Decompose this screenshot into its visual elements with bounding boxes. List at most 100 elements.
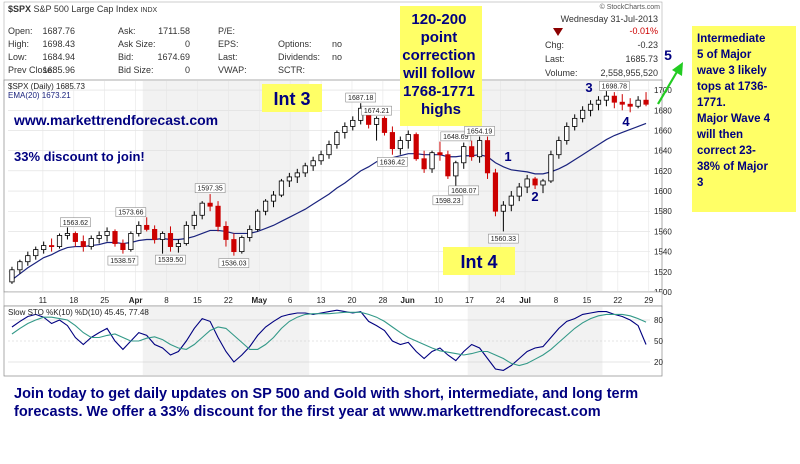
candle-body-20 — [167, 233, 174, 247]
last2-value: 1685.73 — [625, 54, 658, 64]
candle-body-78 — [627, 103, 633, 107]
data-label-10: 1654.19 — [467, 128, 492, 135]
candle-body-49 — [397, 140, 403, 150]
candle-body-69 — [556, 140, 562, 156]
wave4-label: 4 — [622, 114, 630, 129]
x-tick-9: 13 — [317, 296, 326, 305]
candle-body-5 — [48, 245, 55, 247]
data-label-box-7 — [361, 105, 392, 116]
candle-body-63 — [508, 195, 514, 206]
data-label-9: 1648.69 — [443, 134, 468, 141]
price-y-axis: 1500 1520 1540 1560 1580 1600 1620 1640 1660 1680… — [654, 86, 672, 297]
candle-body-46 — [373, 117, 380, 125]
high-label: High: — [8, 39, 29, 49]
candle-body-79 — [635, 99, 641, 107]
pe-label: P/E: — [218, 26, 235, 36]
data-label-box-6 — [345, 92, 376, 103]
data-label-3: 1539.50 — [158, 257, 183, 264]
candle-body-42 — [342, 126, 348, 133]
x-tick-20: 29 — [644, 296, 653, 305]
high-value: 1698.43 — [42, 39, 75, 49]
x-tick-10: 20 — [348, 296, 357, 305]
price-y-tick-8: 1660 — [654, 126, 672, 135]
chg-value: -0.23 — [637, 40, 658, 50]
stoch-y-tick-2: 80 — [654, 316, 663, 325]
candle-body-71 — [572, 117, 578, 127]
data-label-box-11 — [432, 195, 464, 206]
arrow-up-icon — [672, 62, 683, 76]
candle-body-62 — [500, 204, 506, 212]
x-tick-15: 24 — [496, 296, 505, 305]
candle-body-22 — [183, 224, 189, 244]
candle-body-24 — [199, 202, 205, 216]
data-label-box-4 — [194, 183, 226, 193]
x-tick-18: 15 — [582, 296, 591, 305]
candle-body-76 — [611, 95, 617, 103]
chg-label: Chg: — [545, 40, 564, 50]
candle-body-80 — [643, 99, 649, 105]
x-tick-19: 22 — [613, 296, 622, 305]
ask-value: 1711.58 — [158, 26, 190, 36]
candle-body-35 — [286, 176, 292, 182]
candle-body-32 — [262, 200, 269, 212]
candle-body-2 — [25, 255, 31, 263]
int3-box — [262, 84, 322, 112]
data-label-14: 1698.78 — [602, 83, 627, 90]
price-y-tick-6: 1620 — [654, 167, 672, 176]
candle-body-60 — [484, 140, 491, 174]
open-value: 1687.76 — [42, 26, 75, 36]
candle-body-77 — [619, 101, 625, 105]
data-label-2: 1573.66 — [118, 210, 143, 217]
x-tick-2: 25 — [100, 296, 109, 305]
x-tick-6: 22 — [224, 296, 233, 305]
eps-label: EPS: — [218, 39, 239, 49]
bidsize-value: 0 — [185, 65, 190, 75]
candle-body-10 — [88, 238, 94, 247]
candle-body-8 — [72, 233, 78, 242]
candle-body-50 — [405, 134, 411, 141]
data-label-11: 1598.23 — [435, 198, 460, 205]
candle-body-52 — [421, 158, 427, 170]
symbol-title: $SPX S&P 500 Large Cap Index INDX — [8, 4, 158, 14]
stoch-series-k — [11, 309, 647, 371]
ema-legend: EMA(20) 1673.21 — [8, 91, 71, 100]
candle-body-38 — [310, 160, 316, 167]
stoch-lines — [11, 309, 647, 371]
discount-text: 33% discount to join! — [14, 149, 145, 164]
header-panel — [3, 1, 663, 87]
data-label-7: 1674.21 — [364, 108, 389, 115]
candle-body-65 — [524, 178, 530, 188]
wave3-label: 3 — [585, 80, 592, 95]
candle-body-74 — [595, 99, 602, 105]
x-tick-5: 15 — [193, 296, 202, 305]
bid-label: Bid: — [118, 52, 134, 62]
down-arrow-icon — [553, 28, 563, 36]
ask-label: Ask: — [118, 26, 136, 36]
wave2-label: 2 — [531, 189, 538, 204]
wave5-label: 5 — [664, 47, 672, 63]
prevclose-label: Prev Close: — [8, 65, 55, 75]
candle-body-4 — [41, 245, 47, 250]
correction-text: 120-200 point correction will follow 176… — [402, 11, 480, 118]
candle-body-58 — [469, 146, 475, 158]
x-tick-7: May — [251, 296, 267, 305]
data-label-box-13 — [488, 233, 519, 244]
volume-value: 2,558,955,520 — [600, 68, 658, 78]
dividends-label: Dividends: — [278, 52, 320, 62]
candle-body-64 — [516, 186, 522, 197]
data-label-box-1 — [107, 255, 139, 266]
candle-body-68 — [548, 154, 554, 182]
price-y-tick-3: 1560 — [654, 227, 672, 236]
x-tick-3: Apr — [129, 296, 143, 305]
candle-body-33 — [270, 194, 277, 202]
correction-box — [400, 6, 482, 126]
price-y-tick-5: 1600 — [654, 187, 672, 196]
data-label-0: 1563.62 — [63, 220, 88, 227]
data-label-box-14 — [599, 81, 630, 91]
candle-body-73 — [587, 103, 594, 111]
data-label-box-9 — [440, 131, 472, 142]
candle-body-59 — [476, 140, 483, 158]
x-tick-0: 11 — [39, 296, 48, 305]
watermark: © StockCharts.com — [600, 3, 661, 11]
x-tick-12: Jun — [401, 296, 415, 305]
